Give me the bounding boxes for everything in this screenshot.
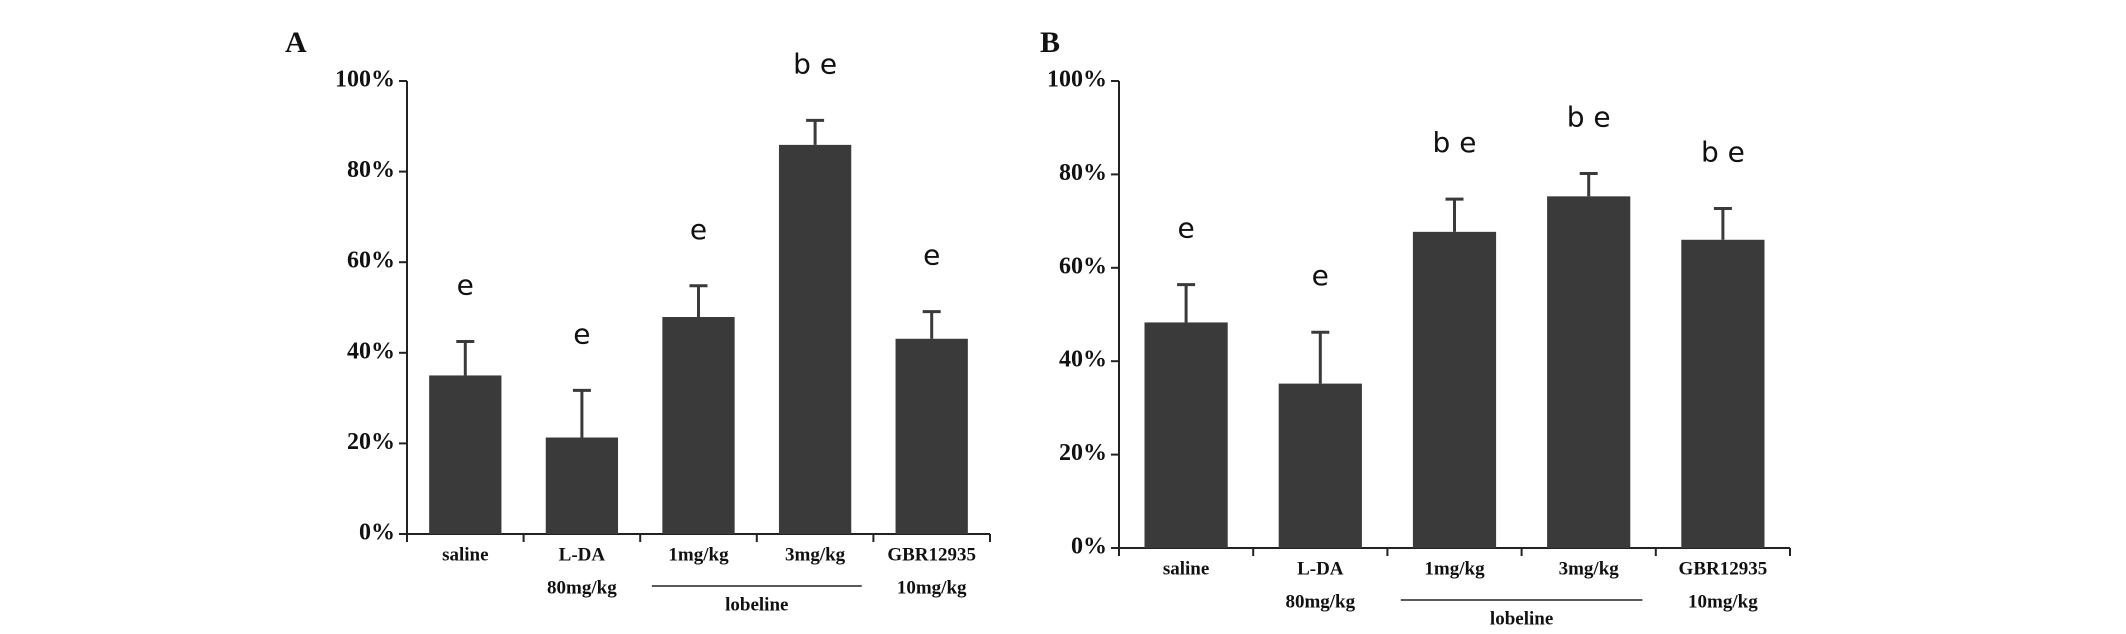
bar <box>778 144 852 535</box>
panel-label: B <box>1040 26 1060 59</box>
bar <box>662 317 735 534</box>
significance-label: e <box>923 239 940 272</box>
group-label: lobeline <box>1490 608 1553 629</box>
significance-label: e <box>1177 212 1194 245</box>
x-tick-label: L-DA <box>1297 558 1344 579</box>
y-tick-label: 80% <box>1059 160 1107 186</box>
y-tick-label: 0% <box>359 520 395 546</box>
y-tick-label: 20% <box>347 429 395 455</box>
x-tick-label: saline <box>442 544 488 565</box>
x-tick-label: 80mg/kg <box>547 577 617 598</box>
significance-label: e <box>573 317 590 350</box>
x-tick-label: 1mg/kg <box>668 544 729 565</box>
bar <box>1278 383 1362 548</box>
x-tick-label: 3mg/kg <box>785 544 846 565</box>
panel-label: A <box>285 26 307 59</box>
bar <box>429 375 502 534</box>
y-tick-label: 100% <box>1047 67 1107 93</box>
x-tick-label: GBR12935 <box>1679 558 1768 579</box>
x-tick-label: L-DA <box>559 544 606 565</box>
y-tick-label: 40% <box>347 338 395 364</box>
significance-label: b e <box>1701 135 1745 168</box>
y-tick-label: 100% <box>335 67 395 93</box>
bar <box>1144 322 1228 548</box>
y-tick-label: 80% <box>347 157 395 183</box>
y-tick-label: 40% <box>1059 347 1107 373</box>
bar <box>545 437 619 534</box>
bar <box>895 338 968 534</box>
x-tick-label: 3mg/kg <box>1559 558 1620 579</box>
bar <box>1681 239 1765 548</box>
x-tick-label: GBR12935 <box>887 544 976 565</box>
significance-label: b e <box>1567 100 1611 133</box>
bar <box>1547 196 1631 548</box>
y-tick-label: 60% <box>347 248 395 274</box>
x-tick-label: 10mg/kg <box>897 577 967 598</box>
y-tick-label: 20% <box>1059 440 1107 466</box>
y-tick-label: 60% <box>1059 253 1107 279</box>
group-label: lobeline <box>725 594 788 615</box>
x-tick-label: 10mg/kg <box>1688 591 1758 612</box>
significance-label: b e <box>793 47 837 80</box>
significance-label: b e <box>1433 126 1477 159</box>
significance-label: e <box>457 268 474 301</box>
bar <box>1412 231 1497 548</box>
x-tick-label: 1mg/kg <box>1424 558 1485 579</box>
x-tick-label: saline <box>1163 558 1209 579</box>
significance-label: e <box>690 213 707 246</box>
significance-label: e <box>1312 259 1329 292</box>
y-tick-label: 0% <box>1071 534 1107 560</box>
x-tick-label: 80mg/kg <box>1285 591 1355 612</box>
